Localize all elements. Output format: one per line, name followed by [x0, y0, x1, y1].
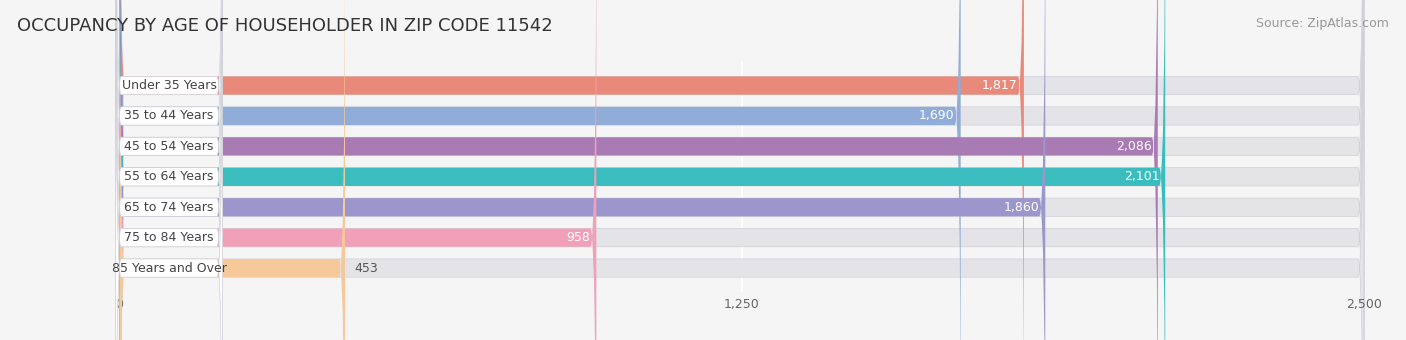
FancyBboxPatch shape [120, 0, 1024, 340]
FancyBboxPatch shape [120, 0, 960, 340]
Text: 1,817: 1,817 [983, 79, 1018, 92]
FancyBboxPatch shape [120, 0, 1045, 340]
FancyBboxPatch shape [115, 0, 222, 340]
Text: 958: 958 [567, 231, 591, 244]
FancyBboxPatch shape [120, 0, 1166, 340]
FancyBboxPatch shape [115, 0, 222, 340]
Text: 75 to 84 Years: 75 to 84 Years [124, 231, 214, 244]
FancyBboxPatch shape [120, 0, 1157, 340]
Text: Under 35 Years: Under 35 Years [121, 79, 217, 92]
Text: 55 to 64 Years: 55 to 64 Years [124, 170, 214, 183]
Text: 85 Years and Over: 85 Years and Over [111, 261, 226, 275]
FancyBboxPatch shape [120, 0, 1364, 340]
FancyBboxPatch shape [115, 0, 222, 340]
Text: 1,860: 1,860 [1004, 201, 1039, 214]
Text: 45 to 54 Years: 45 to 54 Years [124, 140, 214, 153]
FancyBboxPatch shape [120, 0, 1364, 340]
FancyBboxPatch shape [120, 0, 1364, 340]
Text: 1,690: 1,690 [920, 109, 955, 122]
FancyBboxPatch shape [120, 0, 1364, 340]
Text: Source: ZipAtlas.com: Source: ZipAtlas.com [1256, 17, 1389, 30]
FancyBboxPatch shape [120, 0, 1364, 340]
Text: 35 to 44 Years: 35 to 44 Years [124, 109, 214, 122]
Text: OCCUPANCY BY AGE OF HOUSEHOLDER IN ZIP CODE 11542: OCCUPANCY BY AGE OF HOUSEHOLDER IN ZIP C… [17, 17, 553, 35]
FancyBboxPatch shape [120, 0, 1364, 340]
FancyBboxPatch shape [120, 0, 596, 340]
Text: 2,101: 2,101 [1123, 170, 1160, 183]
FancyBboxPatch shape [115, 0, 222, 340]
Text: 453: 453 [354, 261, 378, 275]
FancyBboxPatch shape [120, 0, 1364, 340]
Text: 2,086: 2,086 [1116, 140, 1152, 153]
FancyBboxPatch shape [115, 0, 222, 340]
FancyBboxPatch shape [115, 0, 222, 340]
FancyBboxPatch shape [120, 0, 344, 340]
Text: 65 to 74 Years: 65 to 74 Years [124, 201, 214, 214]
FancyBboxPatch shape [115, 0, 222, 340]
